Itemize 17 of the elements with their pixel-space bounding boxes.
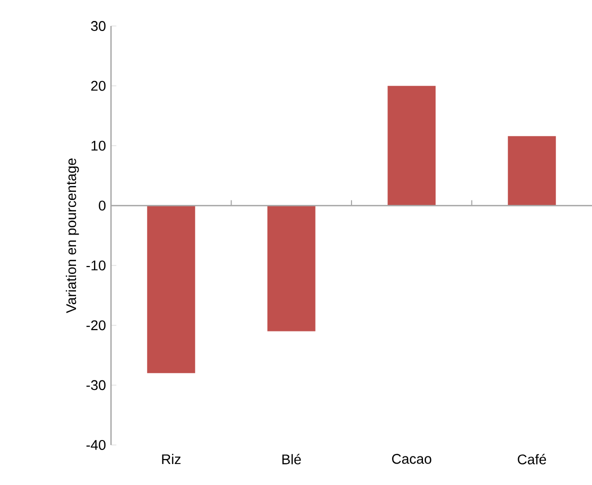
x-tick-label: Riz xyxy=(162,454,181,464)
x-tick-label: Café xyxy=(518,454,546,464)
y-tick-label: 0 xyxy=(98,200,106,211)
x-tick-label: Blé xyxy=(282,454,301,464)
bar xyxy=(508,136,556,206)
bar xyxy=(147,206,196,374)
y-tick-label: 10 xyxy=(92,140,106,151)
bar xyxy=(267,206,316,332)
x-tick-label: Cacao xyxy=(392,454,432,464)
y-tick-label: -30 xyxy=(86,380,106,390)
y-axis-title: Variation en pourcentage xyxy=(66,158,79,314)
y-tick-label: -20 xyxy=(86,320,106,330)
bar xyxy=(388,86,436,206)
y-tick-label: -40 xyxy=(86,440,106,450)
y-tick-label: -10 xyxy=(86,260,106,270)
y-tick-label: 30 xyxy=(91,21,106,31)
y-tick-label: 20 xyxy=(91,80,106,91)
